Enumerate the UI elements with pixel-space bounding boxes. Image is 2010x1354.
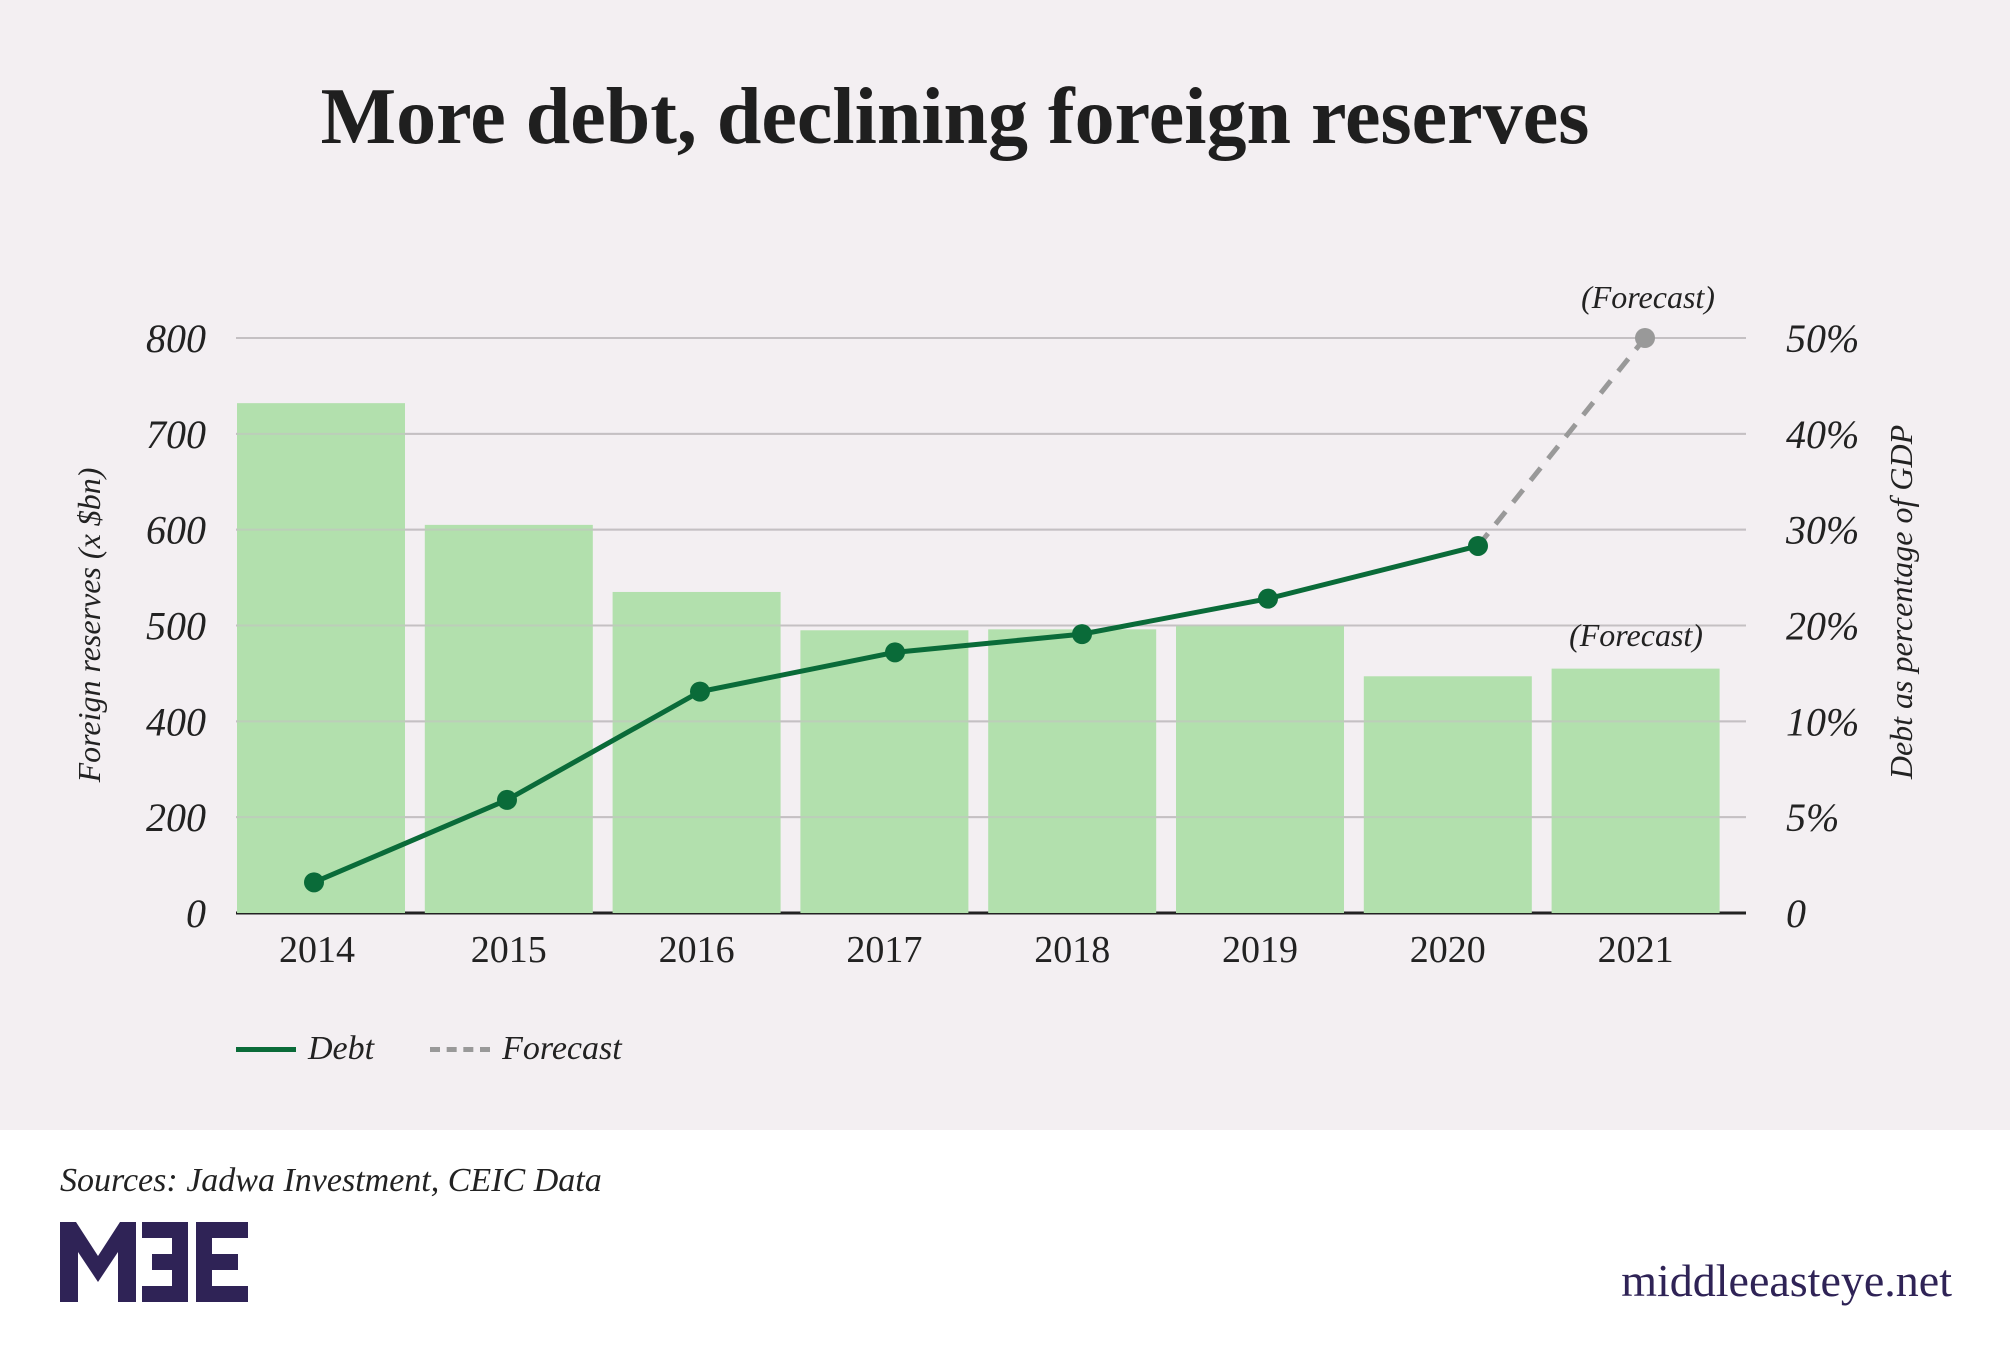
right-tick-label: 0 [1786,891,1806,936]
reserve-bar-2017 [800,630,969,913]
left-tick-label: 700 [146,412,206,457]
reserve-bars [236,337,1746,913]
x-tick-label-2016: 2016 [659,929,735,971]
chart-title: More debt, declining foreign reserves [320,73,1590,161]
debt-point-2018 [1072,624,1092,645]
reserve-bar-2018 [988,629,1157,913]
debt-point-2017 [885,642,905,663]
reserve-bar-2015 [424,524,593,913]
debt-point-2020 [1468,535,1488,556]
debt-point-2016 [690,681,710,702]
reserve-bar-2016 [612,591,781,913]
legend: Debt Forecast [236,1024,678,1074]
right-tick-label: 10% [1786,699,1859,744]
x-tick-label-2017: 2017 [846,929,922,971]
annotation-forecast-reserves: (Forecast) [1569,617,1703,653]
legend-swatch-debt [236,1046,296,1052]
reserve-bar-2020 [1363,676,1532,913]
sources-note: Sources: Jadwa Investment, CEIC Data [60,1162,602,1199]
left-axis-title: Foreign reserves (x $bn) [71,468,107,784]
right-axis-title: Debt as percentage of GDP [1883,425,1919,780]
left-tick-label: 800 [146,316,206,361]
right-tick-label: 40% [1786,412,1859,457]
x-tick-label-2018: 2018 [1034,929,1110,971]
x-tick-label-2015: 2015 [471,929,547,971]
legend-label-debt: Debt [308,1030,375,1067]
left-tick-label: 600 [146,508,206,553]
right-tick-label: 30% [1785,508,1859,553]
left-tick-label: 400 [146,699,206,744]
x-tick-label-2019: 2019 [1222,929,1298,971]
legend-label-forecast: Forecast [502,1030,622,1067]
left-tick-label: 200 [146,795,206,840]
debt-point-2014 [304,872,324,893]
left-tick-label: 0 [186,891,206,936]
right-tick-label: 20% [1786,604,1859,649]
legend-item-forecast: Forecast [430,1030,622,1068]
forecast-point-2021 [1635,328,1655,348]
reserve-bar-2014 [237,403,405,913]
chart-svg: 0 200 400 500 600 700 800 0 5% 10% 20% 30% 40% 50% 201… [71,279,1919,971]
right-tick-label: 5% [1786,795,1839,840]
left-tick-label: 500 [146,604,206,649]
x-tick-label-2021: 2021 [1598,929,1674,971]
debt-point-2019 [1258,588,1278,609]
line-forecast [1476,336,1647,548]
axis-labels: 0 200 400 500 600 700 800 0 5% 10% 20% 30% 40% 50% 201… [71,279,1919,971]
debt-points [304,328,1655,893]
reserve-bar-2019 [1176,625,1344,913]
x-tick-label-2014: 2014 [279,929,355,971]
right-tick-label: 50% [1786,316,1859,361]
site-url: middleeasteye.net [1621,1255,1952,1306]
x-tick-label-2020: 2020 [1410,929,1486,971]
debt-point-2015 [497,789,517,810]
legend-item-debt: Debt [236,1030,374,1068]
annotation-forecast-debt: (Forecast) [1581,279,1715,315]
reserve-bar-2021 [1551,668,1720,913]
mee-logo [60,1222,248,1302]
legend-swatch-forecast [430,1046,491,1052]
